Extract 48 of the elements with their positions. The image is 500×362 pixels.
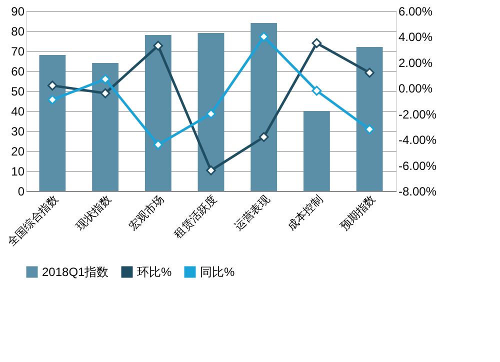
point bbox=[206, 108, 216, 119]
y-tick-label: 80 bbox=[11, 24, 25, 38]
y2-tick-label: -2.00% bbox=[398, 107, 437, 122]
legend-label: 2018Q1指数 bbox=[42, 265, 109, 279]
y2-tick-label: 0.00% bbox=[398, 82, 433, 96]
y-tick-label: 40 bbox=[11, 104, 25, 118]
y2-tick-label: -8.00% bbox=[398, 184, 437, 198]
bar bbox=[144, 35, 172, 191]
x-tick-label: 现状指数 bbox=[74, 194, 114, 234]
x-tick-label: 运营表现 bbox=[232, 192, 272, 234]
legend-label: 环比% bbox=[137, 265, 172, 279]
point bbox=[258, 32, 269, 42]
point bbox=[100, 74, 110, 84]
point bbox=[153, 140, 164, 150]
y2-tick-label: -4.00% bbox=[398, 133, 437, 148]
bar bbox=[304, 111, 330, 191]
y-tick-label: 20 bbox=[11, 144, 25, 158]
y-tick-label: 10 bbox=[11, 164, 25, 178]
y-tick-label: 30 bbox=[11, 124, 25, 138]
y-tick-label: 70 bbox=[11, 44, 25, 58]
point bbox=[312, 38, 322, 48]
point bbox=[364, 124, 375, 134]
x-tick-label: 预期指数 bbox=[338, 194, 378, 234]
point bbox=[312, 86, 322, 96]
y2-tick-label: 4.00% bbox=[398, 30, 433, 44]
y2-tick-label: -6.00% bbox=[398, 158, 437, 173]
bar bbox=[92, 63, 118, 191]
y-tick-label: 0 bbox=[18, 184, 25, 198]
point bbox=[100, 88, 110, 98]
point bbox=[258, 132, 269, 142]
point bbox=[47, 80, 58, 91]
point bbox=[47, 94, 58, 105]
y-tick-label: 60 bbox=[11, 64, 25, 78]
bar bbox=[250, 23, 278, 191]
bar bbox=[198, 33, 224, 191]
point bbox=[206, 165, 216, 176]
bar bbox=[39, 55, 66, 191]
bar bbox=[356, 47, 383, 191]
x-tick-label: 成本控制 bbox=[284, 192, 326, 234]
y-tick-label: 90 bbox=[11, 4, 25, 18]
y2-tick-label: 6.00% bbox=[398, 4, 433, 18]
x-tick-label: 宏观市场 bbox=[126, 192, 167, 234]
point bbox=[364, 68, 375, 78]
legend-label: 同比% bbox=[200, 265, 235, 279]
x-tick-label: 租赁活跃度 bbox=[171, 192, 220, 241]
y-tick-label: 50 bbox=[11, 84, 25, 98]
y2-tick-label: 2.00% bbox=[398, 56, 433, 70]
point bbox=[153, 40, 164, 51]
